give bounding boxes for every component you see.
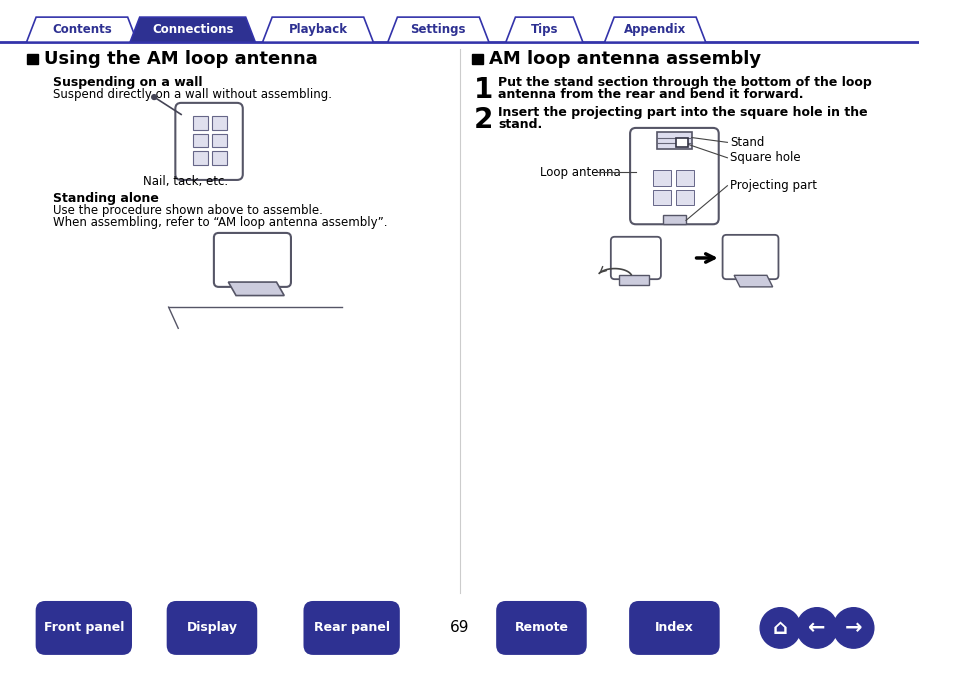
Text: Settings: Settings bbox=[410, 23, 466, 36]
Bar bbox=[472, 54, 482, 65]
Bar bbox=[653, 190, 670, 205]
Polygon shape bbox=[734, 275, 772, 287]
Bar bbox=[212, 116, 227, 130]
Text: Square hole: Square hole bbox=[730, 151, 801, 164]
Text: ⌂: ⌂ bbox=[772, 618, 787, 638]
Bar bbox=[212, 134, 227, 147]
Polygon shape bbox=[130, 17, 255, 42]
FancyBboxPatch shape bbox=[496, 601, 586, 655]
FancyBboxPatch shape bbox=[303, 601, 399, 655]
Text: Tips: Tips bbox=[530, 23, 558, 36]
Text: Standing alone: Standing alone bbox=[53, 192, 159, 205]
Bar bbox=[676, 170, 693, 186]
Bar bbox=[676, 190, 693, 205]
Text: Remote: Remote bbox=[514, 621, 568, 635]
Polygon shape bbox=[262, 17, 373, 42]
Text: Connections: Connections bbox=[152, 23, 233, 36]
Text: Appendix: Appendix bbox=[623, 23, 685, 36]
Text: When assembling, refer to “AM loop antenna assembly”.: When assembling, refer to “AM loop anten… bbox=[53, 215, 387, 229]
Text: Playback: Playback bbox=[288, 23, 347, 36]
Text: Index: Index bbox=[655, 621, 693, 635]
Bar bbox=[676, 137, 687, 147]
Text: Projecting part: Projecting part bbox=[730, 179, 817, 192]
Polygon shape bbox=[27, 17, 137, 42]
Bar bbox=[193, 134, 208, 147]
Circle shape bbox=[152, 95, 156, 100]
Text: stand.: stand. bbox=[497, 118, 542, 131]
Polygon shape bbox=[387, 17, 489, 42]
Text: 1: 1 bbox=[474, 76, 493, 104]
Text: Use the procedure shown above to assemble.: Use the procedure shown above to assembl… bbox=[53, 204, 322, 217]
Polygon shape bbox=[618, 275, 649, 285]
Text: Stand: Stand bbox=[730, 136, 764, 149]
Circle shape bbox=[833, 608, 873, 648]
Text: Rear panel: Rear panel bbox=[314, 621, 389, 635]
Text: AM loop antenna assembly: AM loop antenna assembly bbox=[489, 50, 760, 68]
Text: Using the AM loop antenna: Using the AM loop antenna bbox=[44, 50, 317, 68]
FancyBboxPatch shape bbox=[175, 103, 242, 180]
Polygon shape bbox=[505, 17, 582, 42]
Text: Nail, tack, etc.: Nail, tack, etc. bbox=[142, 175, 228, 188]
Text: Display: Display bbox=[186, 621, 237, 635]
FancyBboxPatch shape bbox=[628, 601, 719, 655]
Text: Suspend directly on a wall without assembling.: Suspend directly on a wall without assem… bbox=[53, 88, 332, 102]
Text: 2: 2 bbox=[474, 106, 493, 134]
FancyBboxPatch shape bbox=[721, 235, 778, 279]
Text: 69: 69 bbox=[450, 621, 469, 635]
Circle shape bbox=[760, 608, 800, 648]
Bar bbox=[657, 132, 691, 149]
Polygon shape bbox=[228, 282, 284, 295]
Text: ←: ← bbox=[807, 618, 825, 638]
Text: Contents: Contents bbox=[52, 23, 112, 36]
FancyBboxPatch shape bbox=[629, 128, 718, 224]
FancyBboxPatch shape bbox=[213, 233, 291, 287]
Bar bbox=[653, 170, 670, 186]
Bar bbox=[662, 215, 685, 224]
FancyBboxPatch shape bbox=[167, 601, 257, 655]
Bar bbox=[193, 116, 208, 130]
Text: Insert the projecting part into the square hole in the: Insert the projecting part into the squa… bbox=[497, 106, 867, 118]
Text: antenna from the rear and bend it forward.: antenna from the rear and bend it forwar… bbox=[497, 88, 802, 102]
Text: →: → bbox=[844, 618, 862, 638]
Text: Loop antenna: Loop antenna bbox=[539, 166, 619, 179]
Text: Suspending on a wall: Suspending on a wall bbox=[53, 76, 202, 89]
Bar bbox=[193, 151, 208, 164]
FancyBboxPatch shape bbox=[35, 601, 132, 655]
Text: Front panel: Front panel bbox=[44, 621, 124, 635]
Bar bbox=[27, 54, 37, 65]
FancyBboxPatch shape bbox=[610, 237, 660, 279]
Text: Put the stand section through the bottom of the loop: Put the stand section through the bottom… bbox=[497, 76, 871, 89]
Circle shape bbox=[796, 608, 837, 648]
Polygon shape bbox=[604, 17, 705, 42]
Bar bbox=[212, 151, 227, 164]
